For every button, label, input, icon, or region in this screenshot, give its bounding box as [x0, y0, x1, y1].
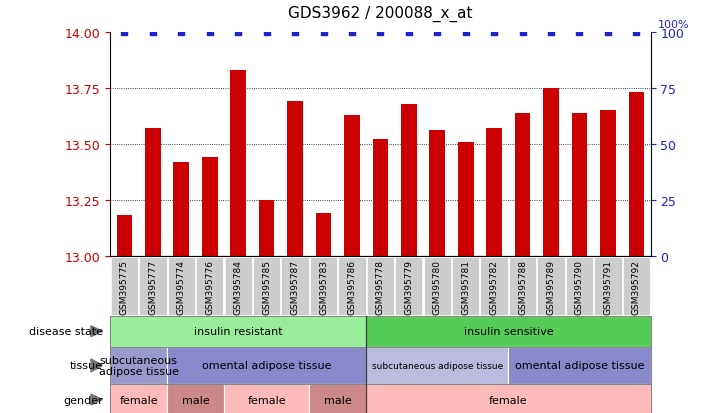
Text: GSM395776: GSM395776	[205, 259, 214, 314]
Text: female: female	[119, 394, 158, 405]
Text: insulin resistant: insulin resistant	[194, 326, 282, 337]
Text: GSM395782: GSM395782	[490, 259, 498, 314]
Text: GSM395779: GSM395779	[405, 259, 413, 314]
Bar	[316, 214, 331, 256]
Text: GSM395774: GSM395774	[177, 259, 186, 314]
Text: GSM395790: GSM395790	[575, 259, 584, 314]
Text: disease state: disease state	[29, 326, 103, 337]
Text: GSM395788: GSM395788	[518, 259, 527, 314]
Point	[119, 30, 130, 36]
Text: female: female	[247, 394, 286, 405]
Point	[318, 30, 329, 36]
Bar	[173, 162, 189, 256]
Point	[545, 30, 557, 36]
Bar	[572, 113, 587, 256]
Point	[261, 30, 272, 36]
Polygon shape	[91, 326, 102, 337]
FancyBboxPatch shape	[310, 257, 337, 315]
Point	[574, 30, 585, 36]
FancyBboxPatch shape	[253, 257, 280, 315]
Bar	[344, 116, 360, 256]
Bar	[458, 142, 474, 256]
Text: GSM395786: GSM395786	[348, 259, 356, 314]
Text: GSM395787: GSM395787	[291, 259, 299, 314]
Text: insulin sensitive: insulin sensitive	[464, 326, 553, 337]
Point	[460, 30, 471, 36]
Point	[432, 30, 443, 36]
Text: GSM395784: GSM395784	[234, 259, 242, 314]
Point	[204, 30, 215, 36]
Point	[517, 30, 528, 36]
Bar	[145, 129, 161, 256]
Bar	[543, 89, 559, 256]
Text: female: female	[489, 394, 528, 405]
Text: omental adipose tissue: omental adipose tissue	[515, 361, 644, 370]
Text: omental adipose tissue: omental adipose tissue	[202, 361, 331, 370]
Point	[403, 30, 415, 36]
Text: GSM395791: GSM395791	[604, 259, 612, 314]
FancyBboxPatch shape	[338, 257, 365, 315]
FancyBboxPatch shape	[481, 257, 508, 315]
Point	[602, 30, 614, 36]
Point	[346, 30, 358, 36]
Text: GSM395792: GSM395792	[632, 259, 641, 314]
FancyBboxPatch shape	[111, 257, 138, 315]
FancyBboxPatch shape	[538, 257, 565, 315]
FancyBboxPatch shape	[367, 257, 394, 315]
FancyBboxPatch shape	[282, 257, 309, 315]
Point	[631, 30, 642, 36]
Bar	[230, 71, 246, 256]
Text: GSM395780: GSM395780	[433, 259, 442, 314]
FancyBboxPatch shape	[623, 257, 650, 315]
Text: GSM395778: GSM395778	[376, 259, 385, 314]
FancyBboxPatch shape	[424, 257, 451, 315]
Point	[375, 30, 386, 36]
Text: tissue: tissue	[70, 361, 103, 370]
Point	[176, 30, 187, 36]
Text: GSM395775: GSM395775	[120, 259, 129, 314]
Text: subcutaneous
adipose tissue: subcutaneous adipose tissue	[99, 355, 178, 376]
Bar	[600, 111, 616, 256]
Text: GSM395777: GSM395777	[149, 259, 157, 314]
Text: 100%: 100%	[658, 20, 689, 30]
Point	[147, 30, 159, 36]
Polygon shape	[91, 359, 102, 372]
FancyBboxPatch shape	[139, 257, 166, 315]
Point	[232, 30, 244, 36]
Text: GSM395781: GSM395781	[461, 259, 470, 314]
Text: GSM395785: GSM395785	[262, 259, 271, 314]
Bar	[373, 140, 388, 256]
Bar	[117, 216, 132, 256]
Text: male: male	[181, 394, 210, 405]
Text: gender: gender	[63, 394, 103, 405]
FancyBboxPatch shape	[196, 257, 223, 315]
Bar	[486, 129, 502, 256]
FancyBboxPatch shape	[225, 257, 252, 315]
FancyBboxPatch shape	[594, 257, 621, 315]
Bar	[429, 131, 445, 256]
Polygon shape	[91, 394, 102, 405]
FancyBboxPatch shape	[509, 257, 536, 315]
Bar	[287, 102, 303, 256]
Bar	[401, 104, 417, 256]
FancyBboxPatch shape	[566, 257, 593, 315]
Bar	[202, 158, 218, 256]
Point	[289, 30, 301, 36]
Bar	[515, 113, 530, 256]
Bar	[259, 200, 274, 256]
Text: subcutaneous adipose tissue: subcutaneous adipose tissue	[372, 361, 503, 370]
FancyBboxPatch shape	[452, 257, 479, 315]
Text: male: male	[324, 394, 352, 405]
Point	[488, 30, 500, 36]
Text: GSM395789: GSM395789	[547, 259, 555, 314]
Bar	[629, 93, 644, 256]
FancyBboxPatch shape	[395, 257, 422, 315]
Text: GSM395783: GSM395783	[319, 259, 328, 314]
Text: GDS3962 / 200088_x_at: GDS3962 / 200088_x_at	[288, 6, 473, 22]
FancyBboxPatch shape	[168, 257, 195, 315]
